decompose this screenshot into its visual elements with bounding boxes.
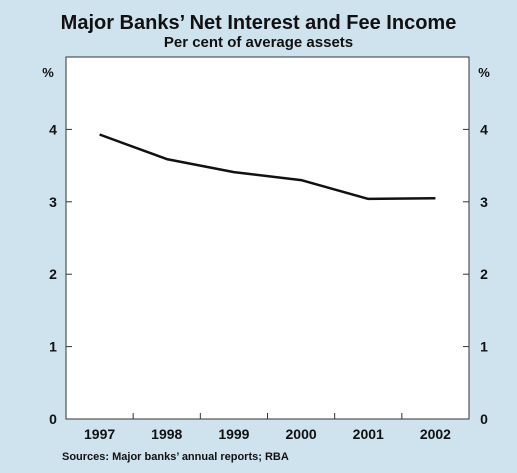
- y-tick-label-right: 0: [480, 411, 488, 427]
- y-unit-right: %: [478, 65, 490, 80]
- y-tick-label-right: 4: [480, 121, 488, 137]
- y-tick-label-right: 1: [480, 339, 488, 355]
- y-unit-left: %: [42, 65, 54, 80]
- plot-area: [65, 56, 470, 420]
- series-line: [99, 133, 436, 201]
- y-tick-label-left: 0: [49, 411, 57, 427]
- y-tick-label-right: 3: [480, 194, 488, 210]
- y-tick-label-left: 1: [49, 339, 57, 355]
- y-tick-label-left: 3: [49, 194, 57, 210]
- chart-subtitle: Per cent of average assets: [164, 34, 353, 51]
- x-tick-label: 2001: [353, 426, 384, 442]
- y-tick-label-left: 2: [49, 266, 57, 282]
- y-tick-label-left: 4: [49, 121, 57, 137]
- chart-title: Major Banks’ Net Interest and Fee Income: [61, 12, 457, 34]
- y-tick-label-right: 2: [480, 266, 488, 282]
- x-tick-label: 1999: [218, 426, 249, 442]
- x-tick-label: 1997: [84, 426, 115, 442]
- x-tick-label: 2002: [420, 426, 451, 442]
- source-note: Sources: Major banks’ annual reports; RB…: [62, 451, 289, 463]
- x-tick-label: 2000: [286, 426, 317, 442]
- x-tick-label: 1998: [151, 426, 182, 442]
